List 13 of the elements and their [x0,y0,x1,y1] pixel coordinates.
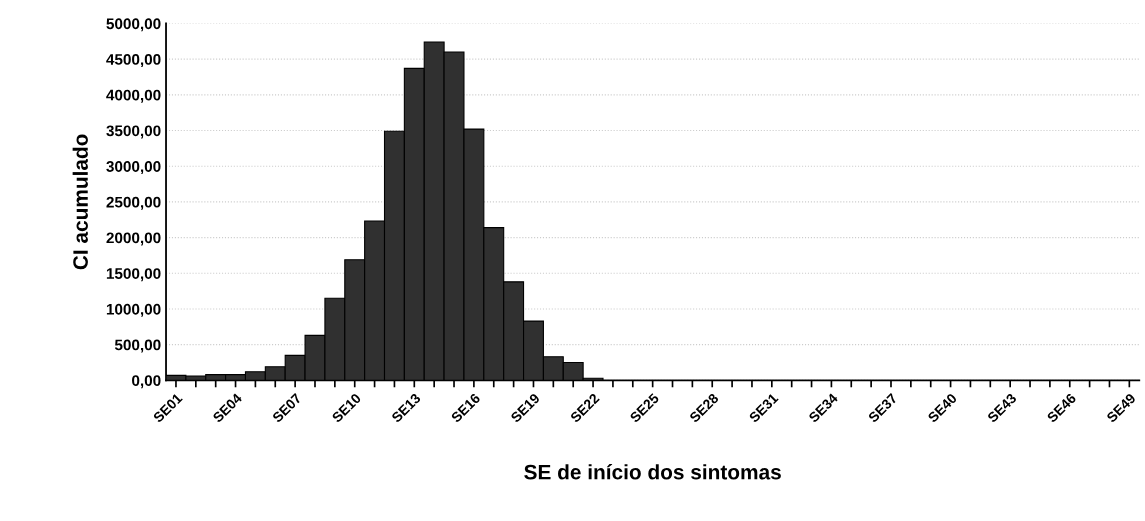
y-tick-label: 500,00 [114,339,161,353]
y-tick-label: 2000,00 [106,232,161,246]
y-tick-label: 5000,00 [106,18,161,32]
y-tick-label: 4000,00 [106,89,161,103]
y-tick-label: 1500,00 [106,268,161,282]
y-tick-label: 3000,00 [106,161,161,175]
y-tick-label: 2500,00 [106,196,161,210]
y-axis-title: CI acumulado [72,134,88,270]
y-tick-label: 4500,00 [106,54,161,68]
x-axis-title: SE de início dos sintomas [524,464,781,480]
y-tick-label: 0,00 [132,375,161,389]
y-tick-label: 3500,00 [106,125,161,139]
y-tick-label: 1000,00 [106,303,161,317]
